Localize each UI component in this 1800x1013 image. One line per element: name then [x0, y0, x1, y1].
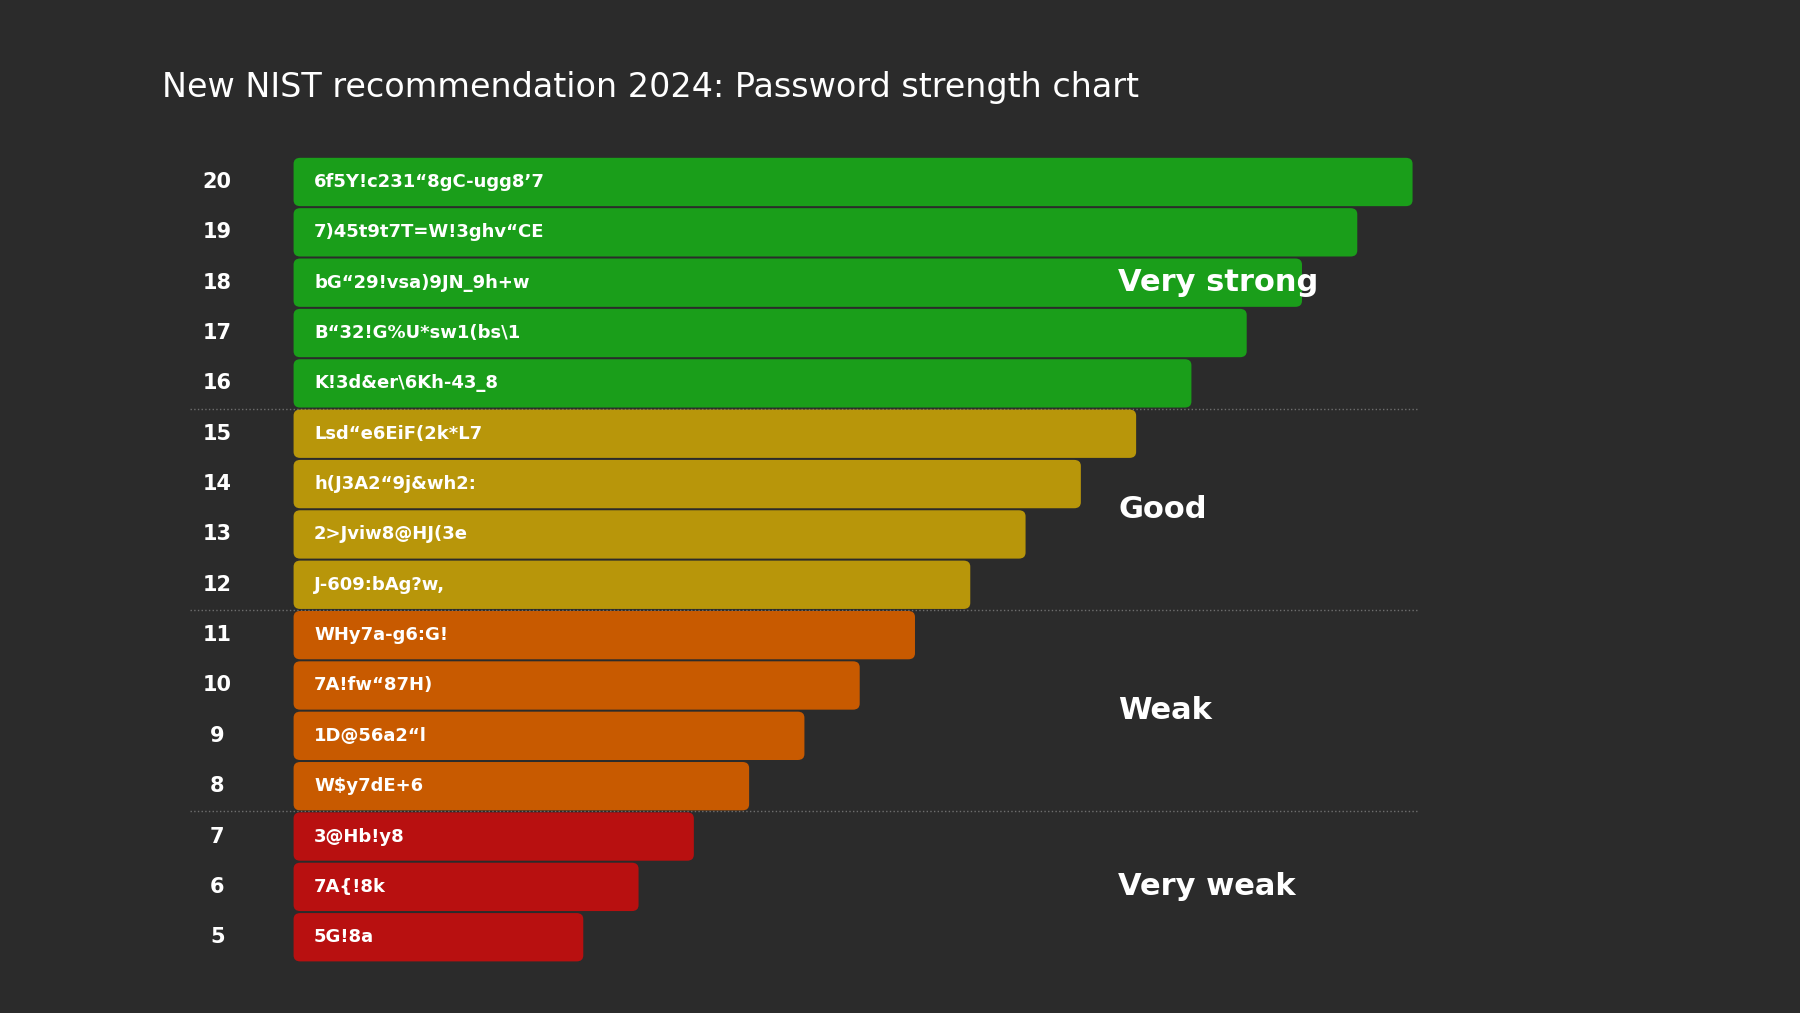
- Text: K!3d&er\6Kh-43_8: K!3d&er\6Kh-43_8: [313, 375, 499, 392]
- Text: 6f5Y!c231“8gC-ugg8’7: 6f5Y!c231“8gC-ugg8’7: [313, 173, 545, 191]
- FancyBboxPatch shape: [293, 863, 639, 911]
- Text: Lsd“e6EiF(2k*L7: Lsd“e6EiF(2k*L7: [313, 424, 482, 443]
- FancyBboxPatch shape: [293, 560, 970, 609]
- Text: 17: 17: [203, 323, 232, 343]
- FancyBboxPatch shape: [293, 611, 914, 659]
- FancyBboxPatch shape: [293, 762, 749, 810]
- Text: 15: 15: [203, 423, 232, 444]
- Text: WHy7a-g6:G!: WHy7a-g6:G!: [313, 626, 448, 644]
- Text: 14: 14: [203, 474, 232, 494]
- Text: 16: 16: [203, 374, 232, 393]
- Text: bG“29!vsa)9JN_9h+w: bG“29!vsa)9JN_9h+w: [313, 274, 529, 292]
- FancyBboxPatch shape: [293, 511, 1026, 558]
- Text: 2>Jviw8@HJ(3e: 2>Jviw8@HJ(3e: [313, 526, 468, 543]
- Text: 9: 9: [211, 726, 225, 746]
- Text: 18: 18: [203, 272, 232, 293]
- Text: 7A{!8k: 7A{!8k: [313, 878, 385, 895]
- Text: 12: 12: [203, 574, 232, 595]
- Text: 11: 11: [203, 625, 232, 645]
- FancyBboxPatch shape: [293, 913, 583, 961]
- FancyBboxPatch shape: [293, 712, 805, 760]
- FancyBboxPatch shape: [293, 409, 1136, 458]
- Text: 6: 6: [211, 877, 225, 897]
- Text: 10: 10: [203, 676, 232, 696]
- Text: Very weak: Very weak: [1118, 872, 1296, 902]
- Text: 5G!8a: 5G!8a: [313, 928, 374, 946]
- Text: 3@Hb!y8: 3@Hb!y8: [313, 828, 405, 846]
- Text: Weak: Weak: [1118, 696, 1213, 725]
- Text: 5: 5: [211, 927, 225, 947]
- FancyBboxPatch shape: [293, 309, 1247, 358]
- Text: New NIST recommendation 2024: Password strength chart: New NIST recommendation 2024: Password s…: [162, 71, 1139, 104]
- FancyBboxPatch shape: [293, 812, 693, 861]
- Text: 20: 20: [203, 172, 232, 192]
- Text: 19: 19: [203, 222, 232, 242]
- Text: 8: 8: [211, 776, 225, 796]
- FancyBboxPatch shape: [293, 208, 1357, 256]
- FancyBboxPatch shape: [293, 460, 1080, 509]
- Text: 7A!fw“87H): 7A!fw“87H): [313, 677, 434, 695]
- Text: Very strong: Very strong: [1118, 268, 1319, 297]
- FancyBboxPatch shape: [293, 158, 1413, 207]
- Text: h(J3A2“9j&wh2:: h(J3A2“9j&wh2:: [313, 475, 475, 493]
- Text: 1D@56a2“l: 1D@56a2“l: [313, 727, 427, 745]
- Text: 7: 7: [211, 827, 225, 847]
- Text: 7)45t9t7T=W!3ghv“CE: 7)45t9t7T=W!3ghv“CE: [313, 223, 545, 241]
- Text: 13: 13: [203, 525, 232, 544]
- Text: J-609:bAg?w,: J-609:bAg?w,: [313, 575, 445, 594]
- FancyBboxPatch shape: [293, 661, 860, 710]
- Text: B“32!G%U*sw1(bs\1: B“32!G%U*sw1(bs\1: [313, 324, 520, 342]
- FancyBboxPatch shape: [293, 360, 1192, 407]
- FancyBboxPatch shape: [293, 258, 1301, 307]
- Text: Good: Good: [1118, 494, 1208, 524]
- Text: W$y7dE+6: W$y7dE+6: [313, 777, 423, 795]
